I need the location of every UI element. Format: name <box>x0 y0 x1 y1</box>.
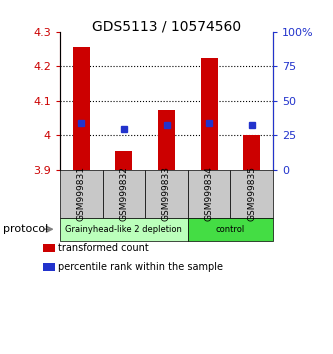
Bar <box>73 47 90 170</box>
Text: GDS5113 / 10574560: GDS5113 / 10574560 <box>92 19 241 34</box>
Text: GSM999834: GSM999834 <box>204 166 214 221</box>
Text: percentile rank within the sample: percentile rank within the sample <box>58 262 223 272</box>
Text: Grainyhead-like 2 depletion: Grainyhead-like 2 depletion <box>66 225 182 234</box>
Text: GSM999835: GSM999835 <box>247 166 256 221</box>
Bar <box>200 58 218 170</box>
Bar <box>115 151 133 170</box>
Bar <box>243 136 260 170</box>
Text: transformed count: transformed count <box>58 243 149 253</box>
Text: GSM999831: GSM999831 <box>77 166 86 221</box>
Text: control: control <box>216 225 245 234</box>
Text: protocol: protocol <box>3 224 49 234</box>
Text: GSM999832: GSM999832 <box>119 166 129 221</box>
Text: GSM999833: GSM999833 <box>162 166 171 221</box>
Bar <box>158 109 175 170</box>
